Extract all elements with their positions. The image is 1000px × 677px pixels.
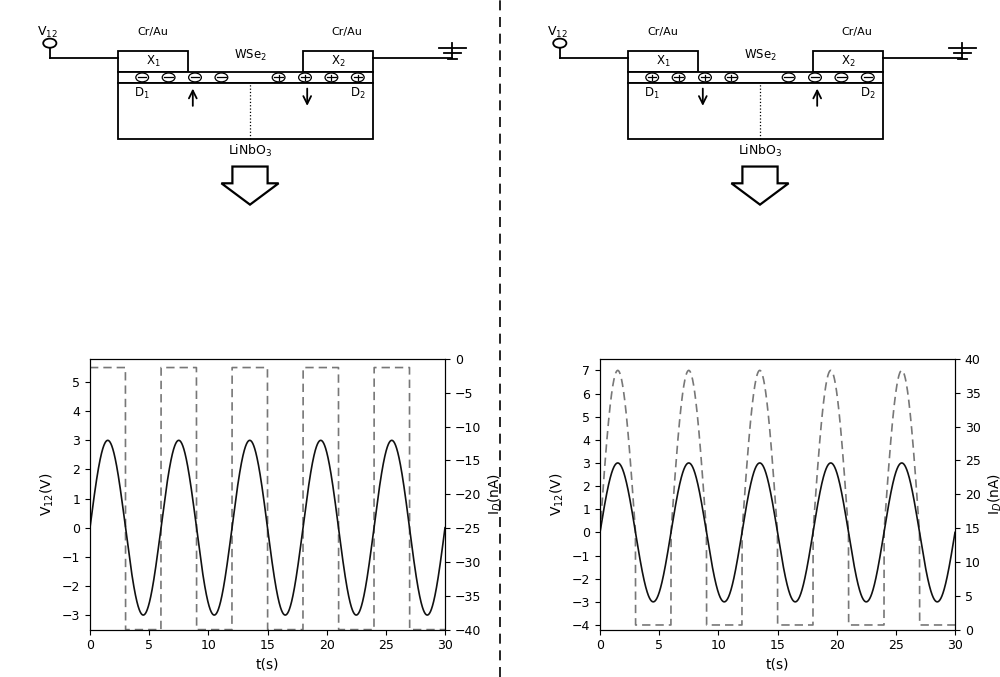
Text: X$_2$: X$_2$ (841, 54, 855, 69)
Text: X$_1$: X$_1$ (146, 54, 161, 69)
Polygon shape (221, 167, 279, 204)
Text: WSe$_2$: WSe$_2$ (234, 48, 266, 63)
Text: LiNbO$_3$: LiNbO$_3$ (228, 144, 272, 159)
Text: WSe$_2$: WSe$_2$ (744, 48, 776, 63)
Text: Cr/Au: Cr/Au (648, 28, 679, 37)
Y-axis label: I$_D$(nA): I$_D$(nA) (487, 473, 504, 515)
Text: Cr/Au: Cr/Au (331, 28, 362, 37)
Bar (118, 72, 373, 83)
Y-axis label: V$_{12}$(V): V$_{12}$(V) (39, 473, 56, 516)
Bar (628, 51, 698, 72)
Bar (628, 72, 883, 83)
Text: D$_1$: D$_1$ (644, 86, 660, 101)
Bar (118, 51, 188, 72)
Y-axis label: V$_{12}$(V): V$_{12}$(V) (549, 473, 566, 516)
Bar (813, 51, 883, 72)
Text: D$_2$: D$_2$ (350, 86, 366, 101)
Text: D$_2$: D$_2$ (860, 86, 876, 101)
Text: LiNbO$_3$: LiNbO$_3$ (738, 144, 782, 159)
Text: X$_1$: X$_1$ (656, 54, 671, 69)
Bar (303, 51, 373, 72)
Text: X$_2$: X$_2$ (331, 54, 345, 69)
Text: Cr/Au: Cr/Au (138, 28, 169, 37)
Bar (118, 83, 373, 139)
Text: Cr/Au: Cr/Au (841, 28, 872, 37)
Polygon shape (731, 167, 789, 204)
Text: V$_{12}$: V$_{12}$ (547, 25, 567, 40)
Text: D$_1$: D$_1$ (134, 86, 150, 101)
Bar (628, 83, 883, 139)
X-axis label: t(s): t(s) (766, 658, 789, 672)
Y-axis label: I$_D$(nA): I$_D$(nA) (986, 473, 1000, 515)
X-axis label: t(s): t(s) (256, 658, 279, 672)
Text: V$_{12}$: V$_{12}$ (37, 25, 57, 40)
